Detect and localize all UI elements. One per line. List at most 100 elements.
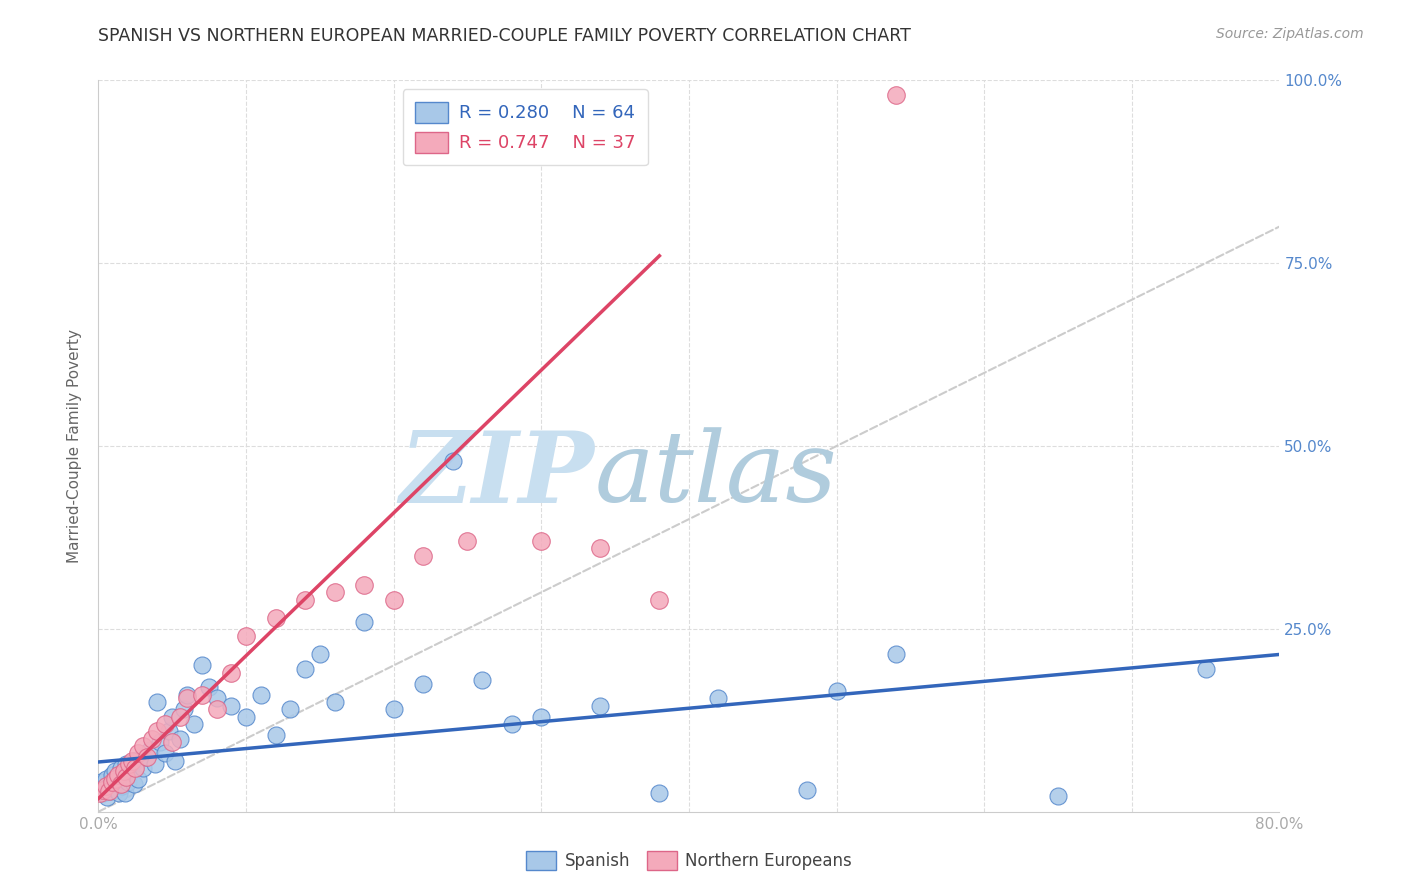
Point — [884, 87, 907, 102]
Point — [132, 739, 155, 753]
Point — [153, 717, 176, 731]
Point — [198, 681, 221, 695]
Point — [707, 691, 730, 706]
Point — [219, 665, 242, 680]
Point — [1195, 662, 1218, 676]
Point — [191, 658, 214, 673]
Point — [127, 746, 149, 760]
Point — [110, 777, 132, 791]
Point — [141, 731, 163, 746]
Point — [825, 684, 848, 698]
Point — [353, 578, 375, 592]
Point — [294, 592, 316, 607]
Point — [456, 534, 478, 549]
Point — [162, 735, 183, 749]
Point — [104, 764, 127, 779]
Point — [94, 772, 117, 786]
Point — [176, 691, 198, 706]
Point — [169, 709, 191, 723]
Point — [157, 724, 180, 739]
Point — [135, 749, 157, 764]
Text: SPANISH VS NORTHERN EUROPEAN MARRIED-COUPLE FAMILY POVERTY CORRELATION CHART: SPANISH VS NORTHERN EUROPEAN MARRIED-COU… — [98, 27, 911, 45]
Point — [235, 709, 257, 723]
Point — [648, 592, 671, 607]
Point — [441, 453, 464, 467]
Point — [205, 702, 228, 716]
Point — [1046, 789, 1069, 803]
Point — [98, 784, 121, 798]
Point — [412, 549, 434, 563]
Point — [117, 775, 139, 789]
Point — [235, 629, 257, 643]
Point — [589, 698, 612, 713]
Point — [111, 779, 134, 793]
Point — [124, 761, 146, 775]
Point — [165, 754, 187, 768]
Point — [108, 787, 131, 801]
Point — [89, 787, 111, 801]
Y-axis label: Married-Couple Family Poverty: Married-Couple Family Poverty — [67, 329, 83, 563]
Point — [323, 695, 346, 709]
Point — [112, 764, 135, 779]
Point — [153, 746, 176, 760]
Text: Source: ZipAtlas.com: Source: ZipAtlas.com — [1216, 27, 1364, 41]
Text: atlas: atlas — [595, 427, 837, 523]
Point — [124, 754, 146, 768]
Point — [103, 777, 125, 791]
Point — [112, 770, 135, 784]
Point — [127, 772, 149, 786]
Point — [146, 695, 169, 709]
Point — [278, 702, 302, 716]
Point — [139, 742, 162, 756]
Point — [250, 688, 273, 702]
Point — [104, 772, 127, 786]
Point — [143, 757, 166, 772]
Point — [100, 775, 122, 789]
Point — [162, 709, 183, 723]
Point — [353, 615, 375, 629]
Point — [183, 717, 205, 731]
Point — [796, 782, 818, 797]
Point — [264, 611, 287, 625]
Text: ZIP: ZIP — [399, 427, 595, 524]
Point — [122, 777, 145, 791]
Point — [100, 768, 122, 782]
Legend: Spanish, Northern Europeans: Spanish, Northern Europeans — [519, 844, 859, 877]
Point — [471, 673, 494, 687]
Point — [501, 717, 523, 731]
Point — [530, 534, 553, 549]
Point — [191, 688, 214, 702]
Point — [115, 770, 138, 784]
Point — [294, 662, 316, 676]
Point — [323, 585, 346, 599]
Point — [107, 774, 129, 789]
Point — [107, 768, 129, 782]
Point — [382, 592, 405, 607]
Point — [94, 779, 117, 793]
Point — [884, 648, 907, 662]
Point — [648, 787, 671, 801]
Point — [91, 782, 114, 797]
Point — [118, 757, 141, 772]
Point — [90, 775, 112, 789]
Point — [93, 782, 115, 797]
Point — [136, 749, 159, 764]
Point — [132, 761, 155, 775]
Point — [530, 709, 553, 723]
Point — [309, 648, 332, 662]
Point — [121, 754, 143, 768]
Point — [589, 541, 612, 556]
Point — [205, 691, 228, 706]
Point — [173, 702, 195, 716]
Point — [219, 698, 242, 713]
Point — [146, 724, 169, 739]
Point — [89, 779, 111, 793]
Point — [169, 731, 191, 746]
Point — [149, 735, 172, 749]
Point — [412, 676, 434, 690]
Point — [382, 702, 405, 716]
Point — [96, 790, 118, 805]
Point — [91, 787, 114, 801]
Point — [264, 728, 287, 742]
Point — [105, 782, 128, 797]
